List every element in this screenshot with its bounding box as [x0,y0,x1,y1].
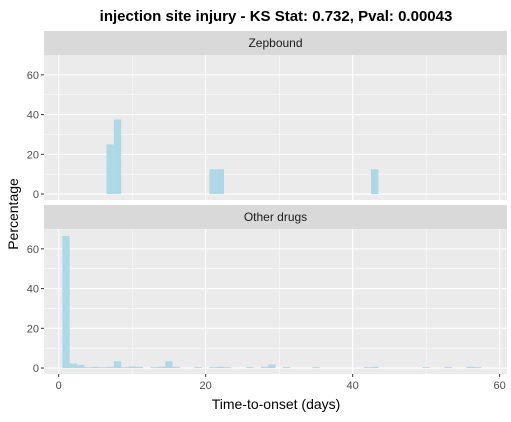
bar [194,367,203,369]
y-tick-label: 40 [27,284,39,296]
y-tick-label: 40 [27,110,39,122]
y-tick-label: 0 [33,189,39,201]
y-tick-label: 0 [33,363,39,375]
bar [268,364,276,369]
bar [363,367,372,369]
bar [69,363,78,369]
panel-background [44,229,507,374]
panel-2: Other drugs 0 20 40 60 0 20 40 60 [27,205,507,392]
panel-1: Zepbound 0 20 40 60 [27,31,507,201]
facet-strip-label: Zepbound [248,36,302,50]
bar [106,366,114,369]
bar [77,364,85,369]
bar [106,144,114,195]
x-tick-label: 40 [347,380,359,392]
bar [157,366,166,369]
bar [216,366,225,369]
bar [135,366,144,369]
bar [113,361,122,369]
x-tick-label: 20 [200,380,212,392]
bar [99,367,107,369]
x-tick-label: 0 [56,380,62,392]
bar [165,361,173,369]
bar [216,169,225,195]
bar [260,366,269,369]
y-tick-label: 60 [27,70,39,82]
x-axis-title: Time-to-onset (days) [212,396,341,412]
x-tick-label: 60 [494,380,506,392]
bar [371,366,379,369]
bar [121,367,129,369]
bar [172,366,180,369]
bar [282,367,291,369]
facet-strip-label: Other drugs [244,210,307,224]
bar [371,169,379,195]
bar [224,367,232,369]
bar [91,366,100,369]
bar [246,367,254,369]
panels: Zepbound 0 20 40 60 Other drugs 0 20 40 60 0 20 40 60 [27,31,507,392]
bar [444,367,452,369]
bar [312,367,320,369]
bar [84,367,92,369]
bar [150,367,158,369]
facet-strip [44,31,507,55]
y-tick-label: 60 [27,244,39,256]
chart-title: injection site injury - KS Stat: 0.732, … [100,8,453,25]
bar [62,235,70,369]
bar [128,366,136,369]
bar [209,367,217,369]
bar [113,119,122,195]
y-tick-label: 20 [27,149,39,161]
y-tick-label: 20 [27,323,39,335]
y-axis-title: Percentage [5,178,21,250]
bar [422,367,430,369]
bar [209,169,217,195]
bar [473,367,482,369]
bar [466,366,474,369]
facet-strip [44,205,507,229]
